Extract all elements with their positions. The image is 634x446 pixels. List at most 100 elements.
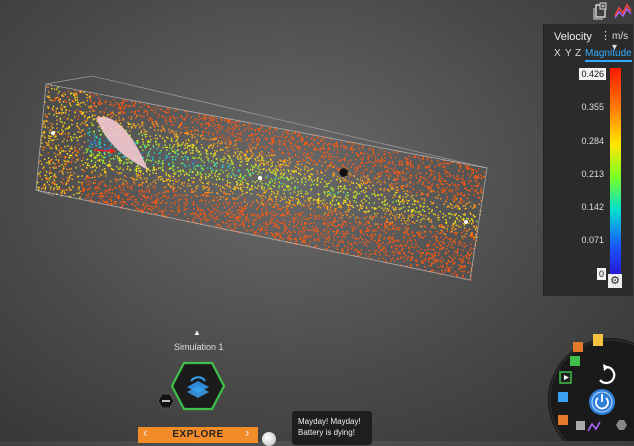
particle <box>409 182 411 184</box>
particle <box>388 223 391 225</box>
particle <box>256 207 258 209</box>
particle <box>187 132 190 135</box>
particle <box>206 220 208 222</box>
particle <box>130 186 132 188</box>
particle <box>98 188 101 190</box>
particle <box>130 188 133 191</box>
particle <box>180 131 182 133</box>
particle <box>440 229 443 232</box>
particle <box>193 202 195 204</box>
particle <box>230 163 232 166</box>
particle <box>432 270 435 272</box>
particle <box>295 224 298 226</box>
particle <box>323 230 325 232</box>
particle <box>433 256 435 258</box>
particle <box>173 151 176 154</box>
particle <box>407 215 410 217</box>
particle <box>395 179 397 181</box>
particle <box>305 222 307 224</box>
particle <box>348 142 351 144</box>
particle <box>147 140 149 142</box>
particle <box>327 212 329 214</box>
particle <box>247 126 249 128</box>
particle <box>170 117 172 119</box>
particle <box>392 161 394 163</box>
particle <box>269 212 271 214</box>
particle <box>449 212 452 215</box>
particle <box>127 159 129 161</box>
particle <box>216 130 219 133</box>
particle <box>125 203 128 205</box>
particle <box>321 249 323 251</box>
particle <box>53 182 56 185</box>
particle <box>49 97 51 99</box>
particle <box>63 105 65 108</box>
particle <box>435 184 438 187</box>
particle <box>220 119 223 122</box>
particle <box>229 220 231 222</box>
particle <box>180 162 183 164</box>
particle <box>279 177 281 179</box>
particle <box>305 157 308 159</box>
particle <box>55 145 57 147</box>
particle <box>65 164 67 166</box>
particle <box>430 248 432 250</box>
particle <box>212 138 215 140</box>
particle <box>316 136 318 139</box>
particle <box>326 182 328 185</box>
particle <box>230 175 232 177</box>
particle <box>293 217 295 219</box>
particle <box>147 153 150 155</box>
particle <box>103 201 105 203</box>
particle <box>284 221 286 224</box>
particle <box>104 168 106 170</box>
particle <box>412 235 415 237</box>
particle <box>62 101 65 103</box>
particle <box>199 194 202 197</box>
particle <box>39 153 41 156</box>
particle <box>312 135 314 137</box>
particle <box>49 138 51 140</box>
particle <box>398 171 401 173</box>
particle <box>203 161 205 164</box>
particle <box>148 144 150 146</box>
particle <box>285 184 287 187</box>
particle <box>165 157 167 159</box>
particle <box>259 164 261 166</box>
particle <box>200 181 202 183</box>
particle <box>297 221 300 224</box>
particle <box>359 184 361 186</box>
simulation-viewport[interactable] <box>0 0 540 441</box>
particle <box>307 218 309 220</box>
particle <box>402 200 404 203</box>
particle <box>328 153 330 155</box>
particle <box>258 171 260 173</box>
particle <box>222 164 224 166</box>
particle <box>146 169 148 171</box>
particle <box>303 231 305 233</box>
particle <box>89 146 91 148</box>
particle <box>450 161 452 164</box>
particle <box>131 185 133 187</box>
particle <box>360 205 362 207</box>
particle <box>327 240 330 242</box>
particle <box>344 211 347 213</box>
particle <box>288 186 291 188</box>
particle <box>341 167 343 169</box>
particle <box>305 234 307 237</box>
particle <box>162 169 164 171</box>
particle <box>80 131 82 134</box>
particle <box>165 174 167 176</box>
particle <box>100 198 102 200</box>
particle <box>61 133 63 136</box>
particle <box>454 262 456 264</box>
particle <box>55 155 57 158</box>
particle <box>126 168 129 170</box>
particle <box>390 186 392 188</box>
particle <box>186 110 188 113</box>
particle <box>225 198 227 201</box>
particle <box>264 196 267 198</box>
particle <box>135 198 137 201</box>
particle <box>99 195 102 198</box>
particle <box>293 220 295 222</box>
